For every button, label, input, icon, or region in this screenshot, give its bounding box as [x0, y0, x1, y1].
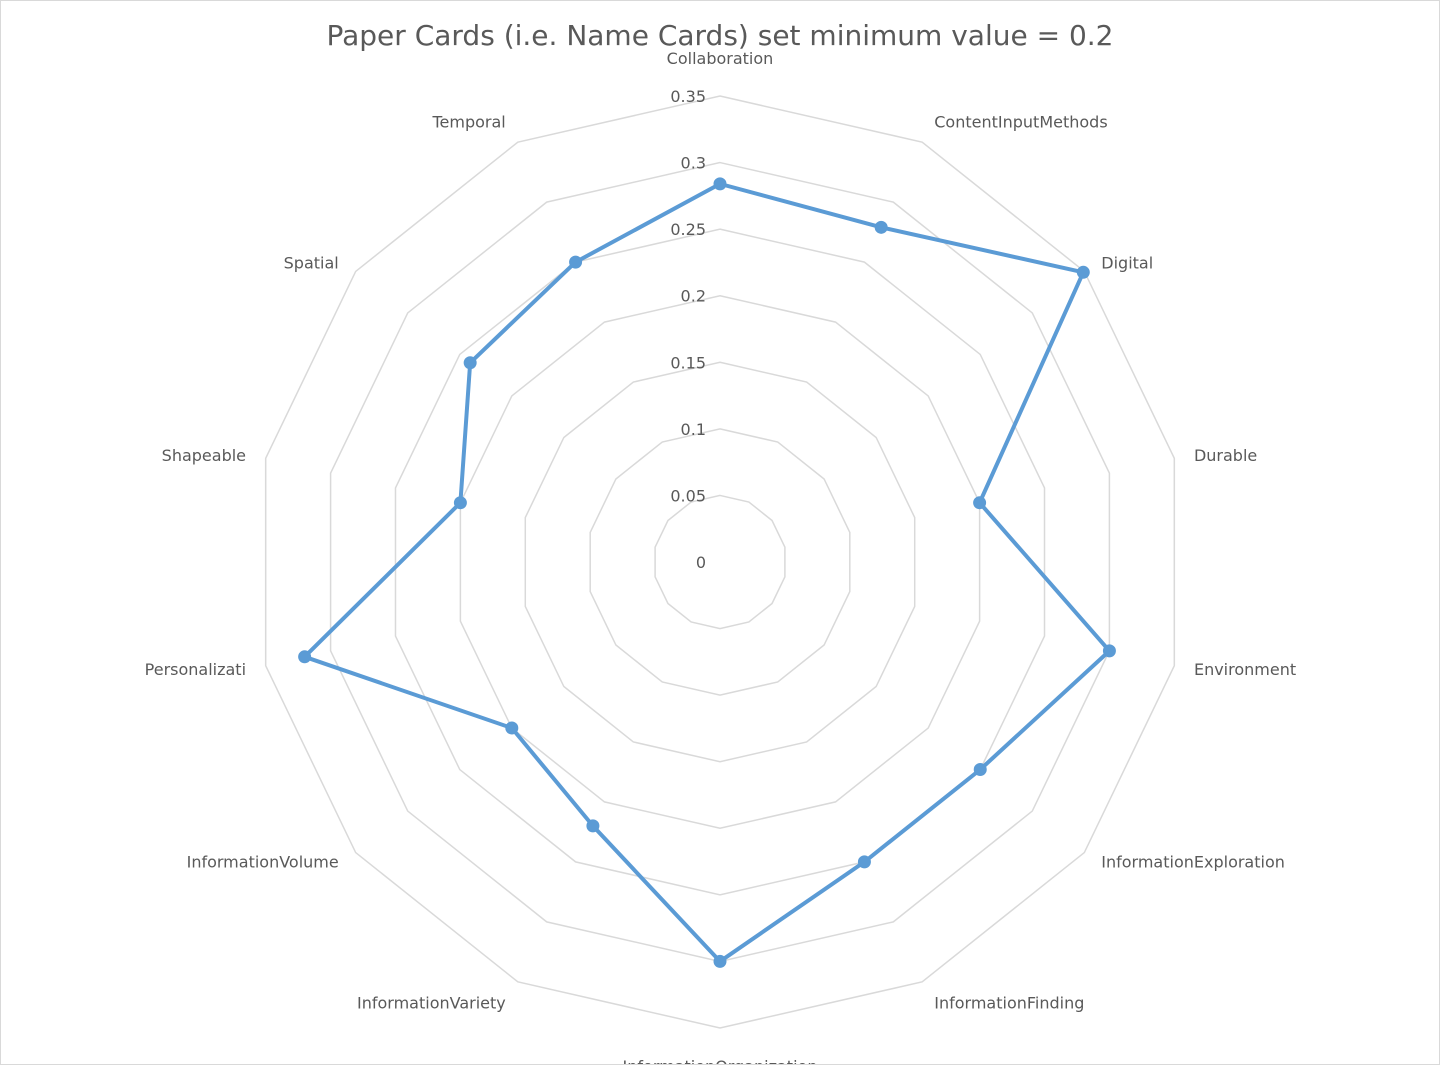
data-point-informationfinding: [857, 855, 871, 869]
grid-ring-4: [459, 294, 981, 830]
tick-label: 0.3: [681, 154, 706, 173]
tick-layer: 0 0.05 0.1 0.15 0.2 0.25 0.3 0.35: [670, 87, 706, 572]
series-layer: [298, 177, 1116, 968]
category-label: Collaboration: [667, 49, 774, 68]
tick-label: 0.35: [670, 87, 706, 106]
data-point-environment: [1102, 644, 1116, 658]
data-point-durable: [973, 496, 987, 510]
category-label: Spatial: [284, 254, 339, 273]
data-point-shapeable: [453, 496, 467, 510]
data-point-informationvariety: [586, 819, 600, 833]
tick-label: 0.2: [681, 287, 706, 306]
series-line-0: [302, 181, 1112, 964]
category-label: InformationExploration: [1101, 852, 1285, 871]
data-point-temporal: [569, 255, 583, 269]
category-label: ContentInputMethods: [934, 113, 1107, 132]
data-point-informationvolume: [505, 721, 519, 735]
tick-label: 0.25: [670, 220, 706, 239]
category-label: InformationOrganization: [623, 1057, 818, 1064]
grid-ring-3: [524, 361, 916, 763]
category-label-layer: Collaboration ContentInputMethods Digital D…: [145, 49, 1296, 1064]
category-label: InformationVariety: [357, 993, 506, 1012]
grid-ring-1: [654, 494, 786, 630]
tick-label: 0.15: [670, 353, 706, 372]
category-label: Temporal: [431, 113, 505, 132]
chart-title: Paper Cards (i.e. Name Cards) set minimu…: [326, 19, 1114, 52]
grid-ring-5: [394, 228, 1046, 896]
tick-label: 0: [696, 553, 706, 572]
category-label: InformationFinding: [934, 993, 1084, 1012]
data-point-spatial: [463, 356, 477, 370]
data-point-informationorganization: [713, 954, 727, 968]
tick-label: 0.1: [681, 420, 706, 439]
grid-ring-2: [589, 428, 851, 696]
category-label: Durable: [1194, 446, 1257, 465]
data-point-informationexploration: [973, 763, 987, 777]
category-label: InformationVolume: [187, 852, 339, 871]
data-point-personalizati: [298, 650, 312, 664]
category-label: Digital: [1101, 254, 1153, 273]
data-point-collaboration: [713, 177, 727, 191]
category-label: Shapeable: [162, 446, 246, 465]
category-label: Environment: [1194, 660, 1296, 679]
data-point-digital: [1076, 265, 1090, 279]
tick-label: 0.05: [670, 486, 706, 505]
data-point-contentinputmethods: [874, 220, 888, 234]
grid-ring-6: [329, 161, 1111, 963]
category-label: Personalizati: [145, 660, 246, 679]
grid-ring-7: [264, 95, 1176, 1029]
